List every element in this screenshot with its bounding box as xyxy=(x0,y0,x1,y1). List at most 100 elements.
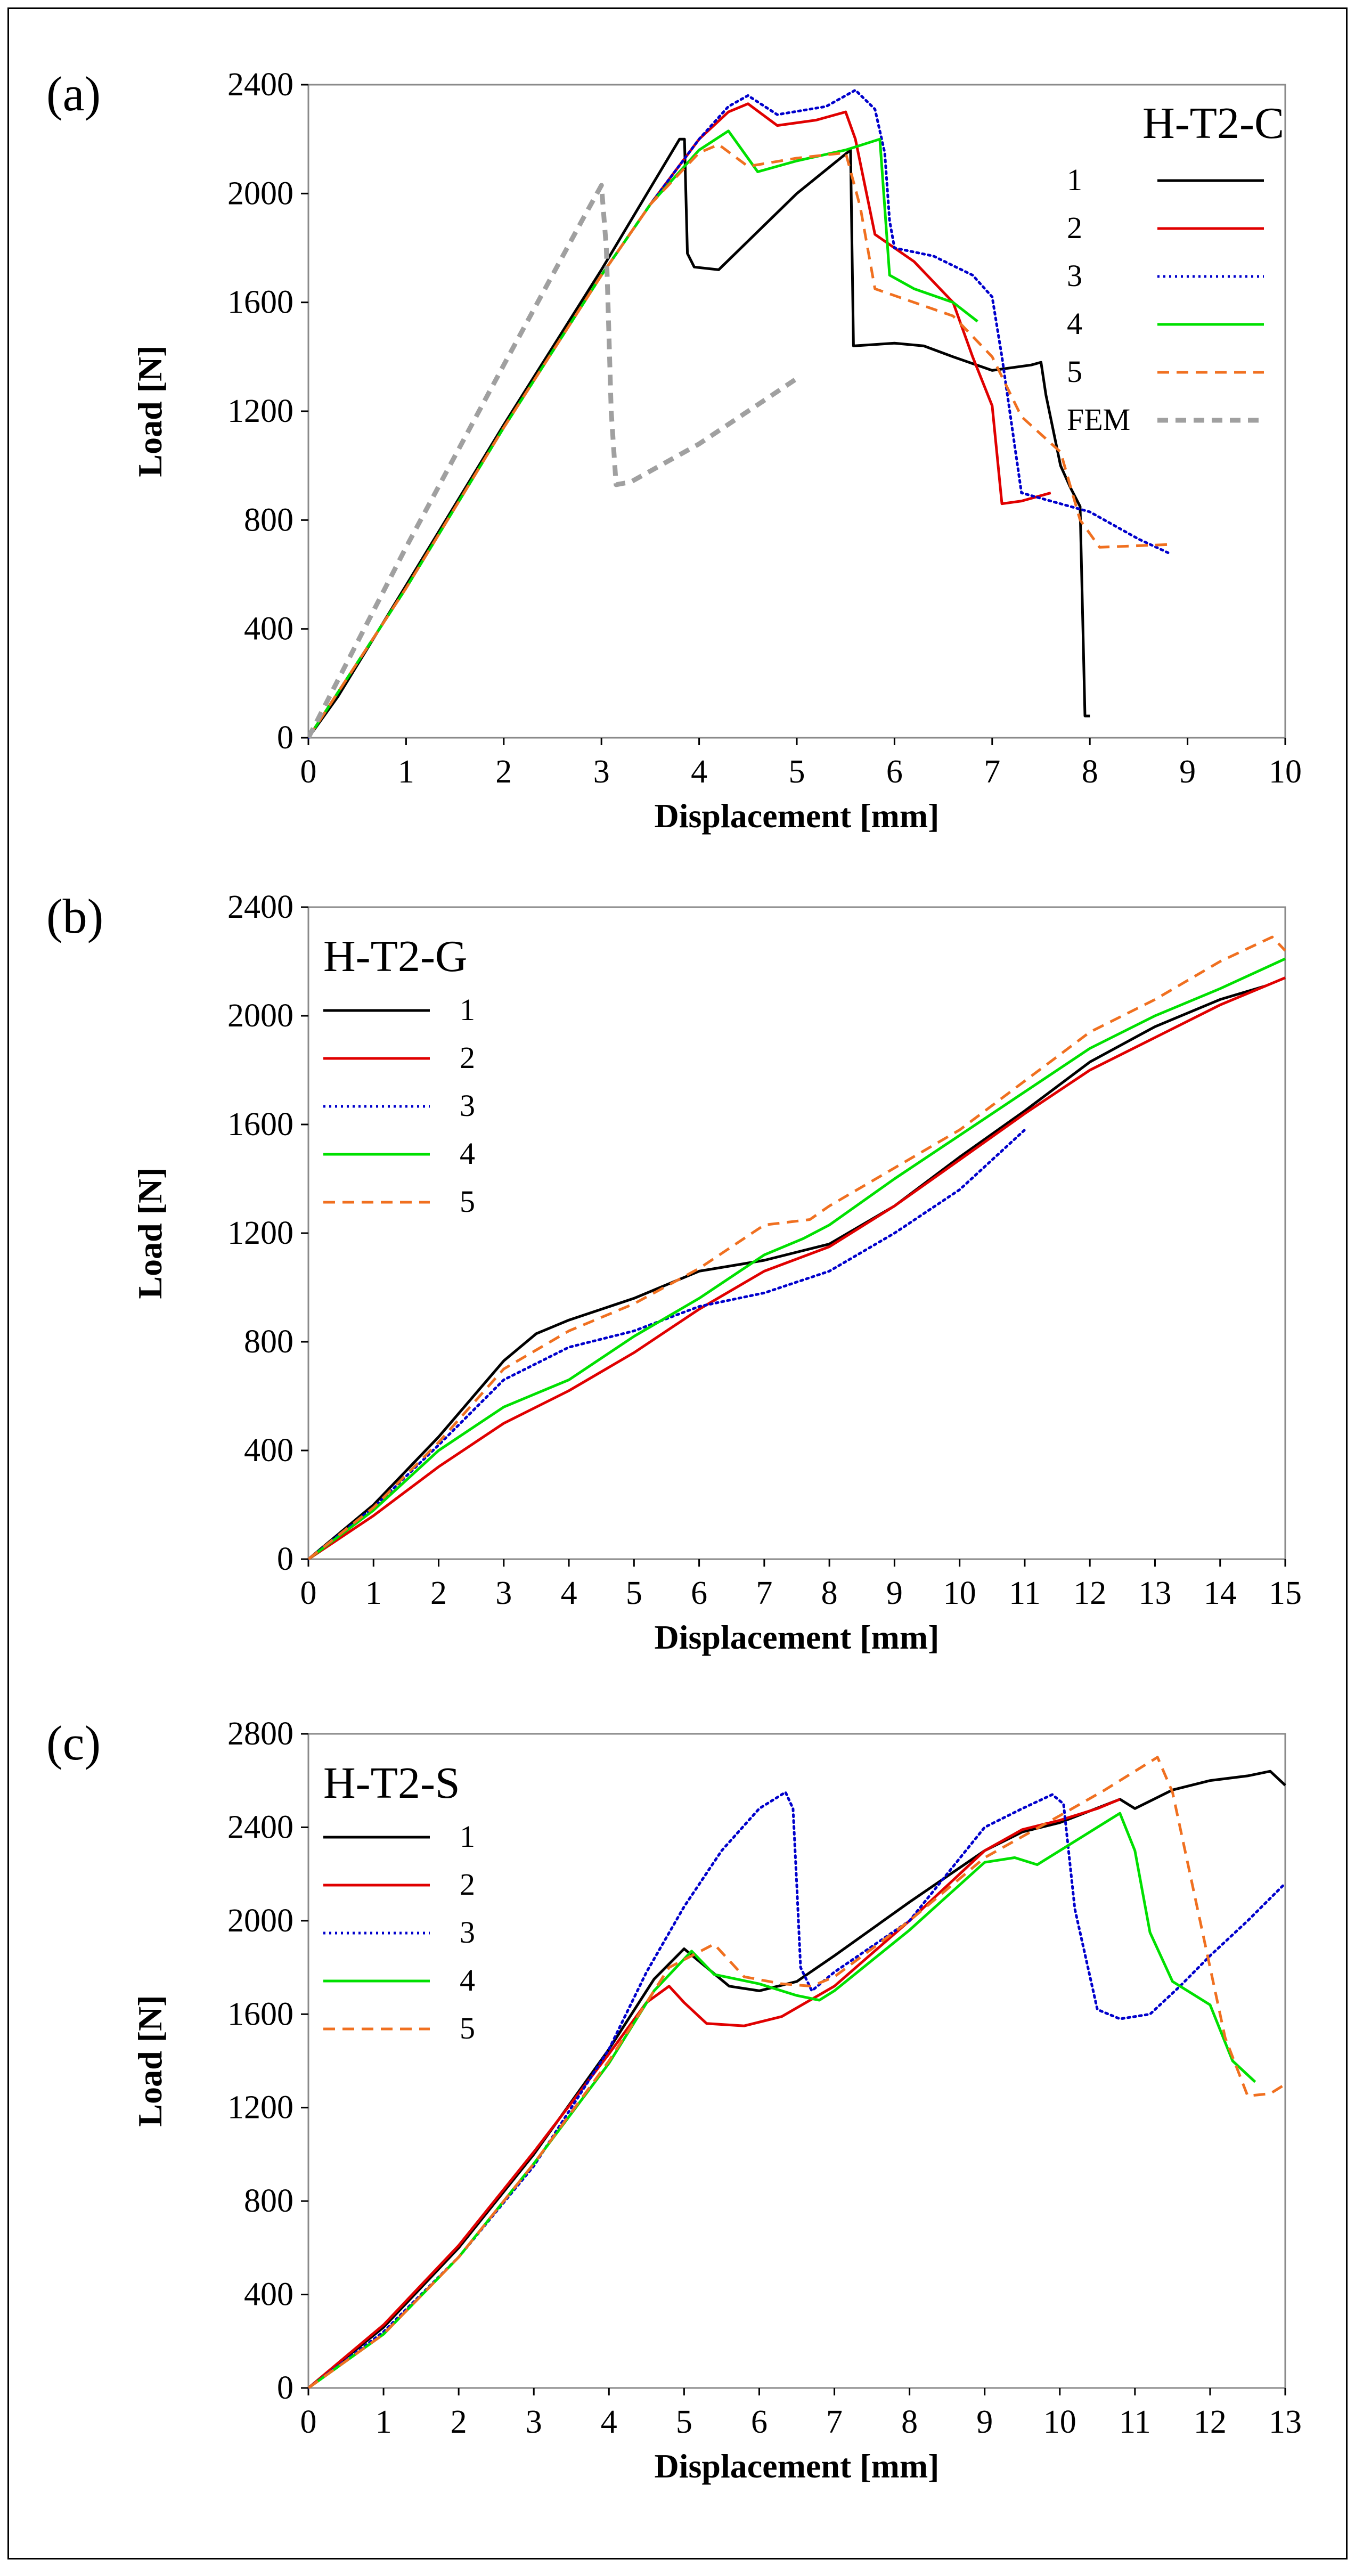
y-tick-label: 2000 xyxy=(227,175,293,211)
x-tick-label: 3 xyxy=(526,2404,542,2440)
y-tick-label: 2000 xyxy=(227,998,293,1034)
series-line-2 xyxy=(308,1798,1121,2389)
x-axis-title: Displacement [mm] xyxy=(655,2447,940,2485)
legend-label: 3 xyxy=(460,1088,475,1123)
legend-label: 3 xyxy=(1067,258,1082,293)
legend-label: FEM xyxy=(1067,402,1130,437)
y-tick-label: 1200 xyxy=(227,2090,293,2126)
legend-label: 2 xyxy=(460,1040,475,1075)
y-tick-label: 1600 xyxy=(227,284,293,321)
series-line-3 xyxy=(308,88,1170,739)
series-line-5 xyxy=(308,935,1286,1560)
x-tick-label: 1 xyxy=(376,2404,392,2440)
legend: H-T2-S1 2 3 4 5 xyxy=(323,1758,475,2045)
x-tick-label: 0 xyxy=(300,754,317,790)
y-axis-title: Load [N] xyxy=(131,1167,169,1299)
y-tick-label: 400 xyxy=(244,1432,293,1469)
legend-label: 4 xyxy=(1067,306,1082,341)
x-tick-label: 6 xyxy=(751,2404,768,2440)
figure-frame: 0 1 2 3 4 5 6 7 8 9 10 0 400 800 1200 1600 2000 2400 Displ… xyxy=(7,7,1348,2559)
x-tick-label: 6 xyxy=(886,754,903,790)
panel-1: 0 1 2 3 4 5 6 7 8 9 10 11 12 13 14 15040080012001600200… xyxy=(46,889,1302,1656)
panel-label: (b) xyxy=(46,889,103,943)
legend-label: 4 xyxy=(460,1963,475,1998)
x-tick-label: 2 xyxy=(495,754,512,790)
figure-canvas: 0 1 2 3 4 5 6 7 8 9 1004008001200160020002400Displ… xyxy=(46,67,1302,2485)
legend-label: 3 xyxy=(460,1915,475,1950)
panel-2: 0 1 2 3 4 5 6 7 8 9 10 11 12 130400800120016002000240… xyxy=(46,1716,1302,2485)
y-tick-label: 1600 xyxy=(227,1106,293,1143)
series-title: H-T2-G xyxy=(323,932,468,981)
series-line-3 xyxy=(308,1128,1026,1561)
x-tick-label: 11 xyxy=(1119,2404,1151,2440)
legend-label: 5 xyxy=(1067,354,1082,389)
x-tick-label: 10 xyxy=(1269,754,1302,790)
legend-label: 1 xyxy=(1067,162,1082,197)
series-line-4 xyxy=(308,1812,1256,2390)
series-line-4 xyxy=(308,129,978,739)
legend: H-T2-G 1 2 3 4 5 xyxy=(323,932,475,1219)
x-tick-label: 11 xyxy=(1009,1575,1041,1611)
x-tick-label: 2 xyxy=(430,1575,447,1611)
x-tick-label: 0 xyxy=(300,1575,317,1611)
legend-label: 2 xyxy=(460,1867,475,1902)
series-line-4 xyxy=(308,957,1286,1560)
series-group xyxy=(308,935,1286,1561)
y-tick-label: 1200 xyxy=(227,1215,293,1251)
x-tick-label: 4 xyxy=(601,2404,617,2440)
x-tick-label: 8 xyxy=(1082,754,1098,790)
series-line-5 xyxy=(308,143,1168,739)
series-line-1 xyxy=(308,137,1090,739)
legend-label: 4 xyxy=(460,1136,475,1171)
x-tick-label: 2 xyxy=(451,2404,467,2440)
y-tick-label: 0 xyxy=(277,720,293,756)
series-line-1 xyxy=(308,984,1267,1560)
x-tick-label: 9 xyxy=(976,2404,993,2440)
series-group xyxy=(308,1756,1287,2390)
series-line-2 xyxy=(308,976,1286,1561)
y-tick-label: 400 xyxy=(244,2277,293,2313)
x-tick-label: 12 xyxy=(1194,2404,1227,2440)
plot-frame xyxy=(307,1733,1286,2389)
legend: H-T2-C 1 2 3 4 5 FEM xyxy=(1067,99,1284,437)
plot-frame xyxy=(307,906,1286,1560)
x-tick-label: 7 xyxy=(826,2404,843,2440)
x-tick-label: 5 xyxy=(626,1575,642,1611)
x-tick-label: 5 xyxy=(789,754,805,790)
plot-frame xyxy=(307,84,1286,739)
legend-label: 5 xyxy=(460,1184,475,1219)
x-tick-label: 6 xyxy=(691,1575,707,1611)
panel-0: 0 1 2 3 4 5 6 7 8 9 10 0 400 800 1200 1600 2000 2400 Displ… xyxy=(46,67,1302,835)
y-tick-label: 800 xyxy=(244,502,293,538)
x-tick-label: 4 xyxy=(691,754,707,790)
x-tick-label: 10 xyxy=(1043,2404,1076,2440)
y-tick-label: 2400 xyxy=(227,1809,293,1845)
series-group xyxy=(308,88,1170,739)
panel-label: (c) xyxy=(46,1716,101,1770)
x-tick-label: 3 xyxy=(495,1575,512,1611)
y-tick-label: 800 xyxy=(244,1324,293,1360)
figure-root: 0 1 2 3 4 5 6 7 8 9 1004008001200160020002400Displ… xyxy=(46,67,1302,2485)
x-tick-label: 7 xyxy=(756,1575,772,1611)
x-tick-label: 7 xyxy=(984,754,1000,790)
y-tick-label: 400 xyxy=(244,611,293,647)
x-tick-label: 12 xyxy=(1073,1575,1106,1611)
x-tick-label: 15 xyxy=(1269,1575,1302,1611)
y-tick-label: 2400 xyxy=(227,67,293,103)
legend-label: 1 xyxy=(460,992,475,1027)
x-axis-title: Displacement [mm] xyxy=(655,797,940,835)
x-axis-title: Displacement [mm] xyxy=(655,1618,940,1656)
y-tick-label: 2000 xyxy=(227,1903,293,1939)
x-tick-label: 1 xyxy=(365,1575,382,1611)
x-tick-label: 1 xyxy=(398,754,414,790)
legend-label: 2 xyxy=(1067,210,1082,245)
y-tick-label: 2400 xyxy=(227,889,293,925)
series-line-fem xyxy=(308,183,798,739)
x-tick-label: 0 xyxy=(300,2404,317,2440)
y-axis-title: Load [N] xyxy=(131,1995,169,2126)
x-tick-label: 8 xyxy=(901,2404,918,2440)
series-line-1 xyxy=(308,1770,1286,2389)
y-tick-label: 0 xyxy=(277,2370,293,2406)
x-tick-label: 9 xyxy=(886,1575,903,1611)
series-title: H-T2-C xyxy=(1142,99,1284,148)
